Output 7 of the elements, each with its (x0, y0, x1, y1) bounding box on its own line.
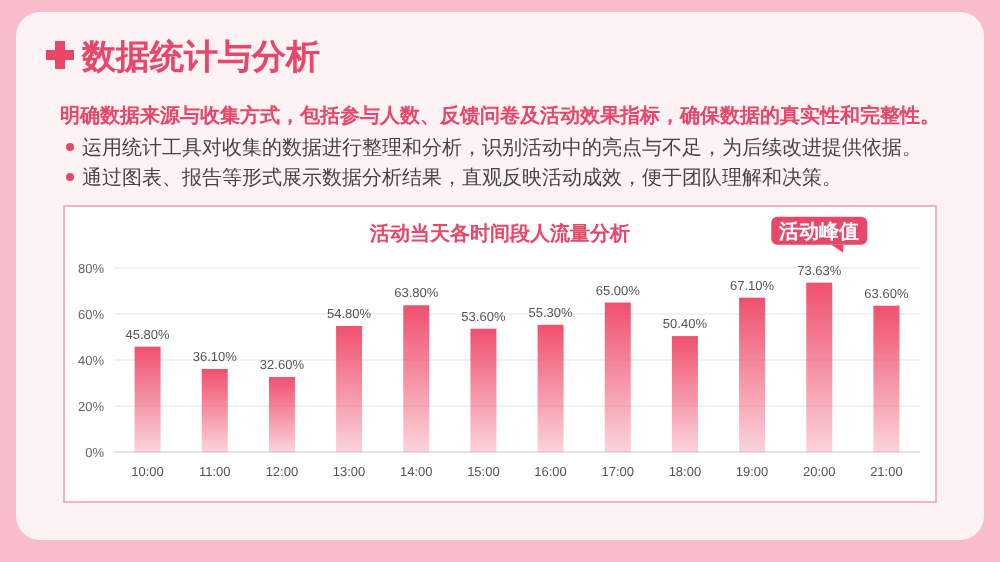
lead: 明确数据来源与收集方式，包括参与人数、反馈问卷及活动效果指标，确保数据的真实性和完整性。 (60, 106, 940, 128)
annotation: 活动峰值 (777, 219, 860, 244)
callout: 活动峰值 (771, 216, 868, 253)
heading: 数据统计与分析 (82, 38, 320, 76)
title: 活动当天各时间段人流量分析 (370, 224, 630, 246)
bullet-text: 通过图表、报告等形式展示数据分析结果，直观反映活动成效，便于团队理解和决策。 (82, 168, 842, 190)
bullet-text: 运用统计工具对收集的数据进行整理和分析，识别活动中的亮点与不足，为后续改进提供依据。 (82, 138, 922, 160)
